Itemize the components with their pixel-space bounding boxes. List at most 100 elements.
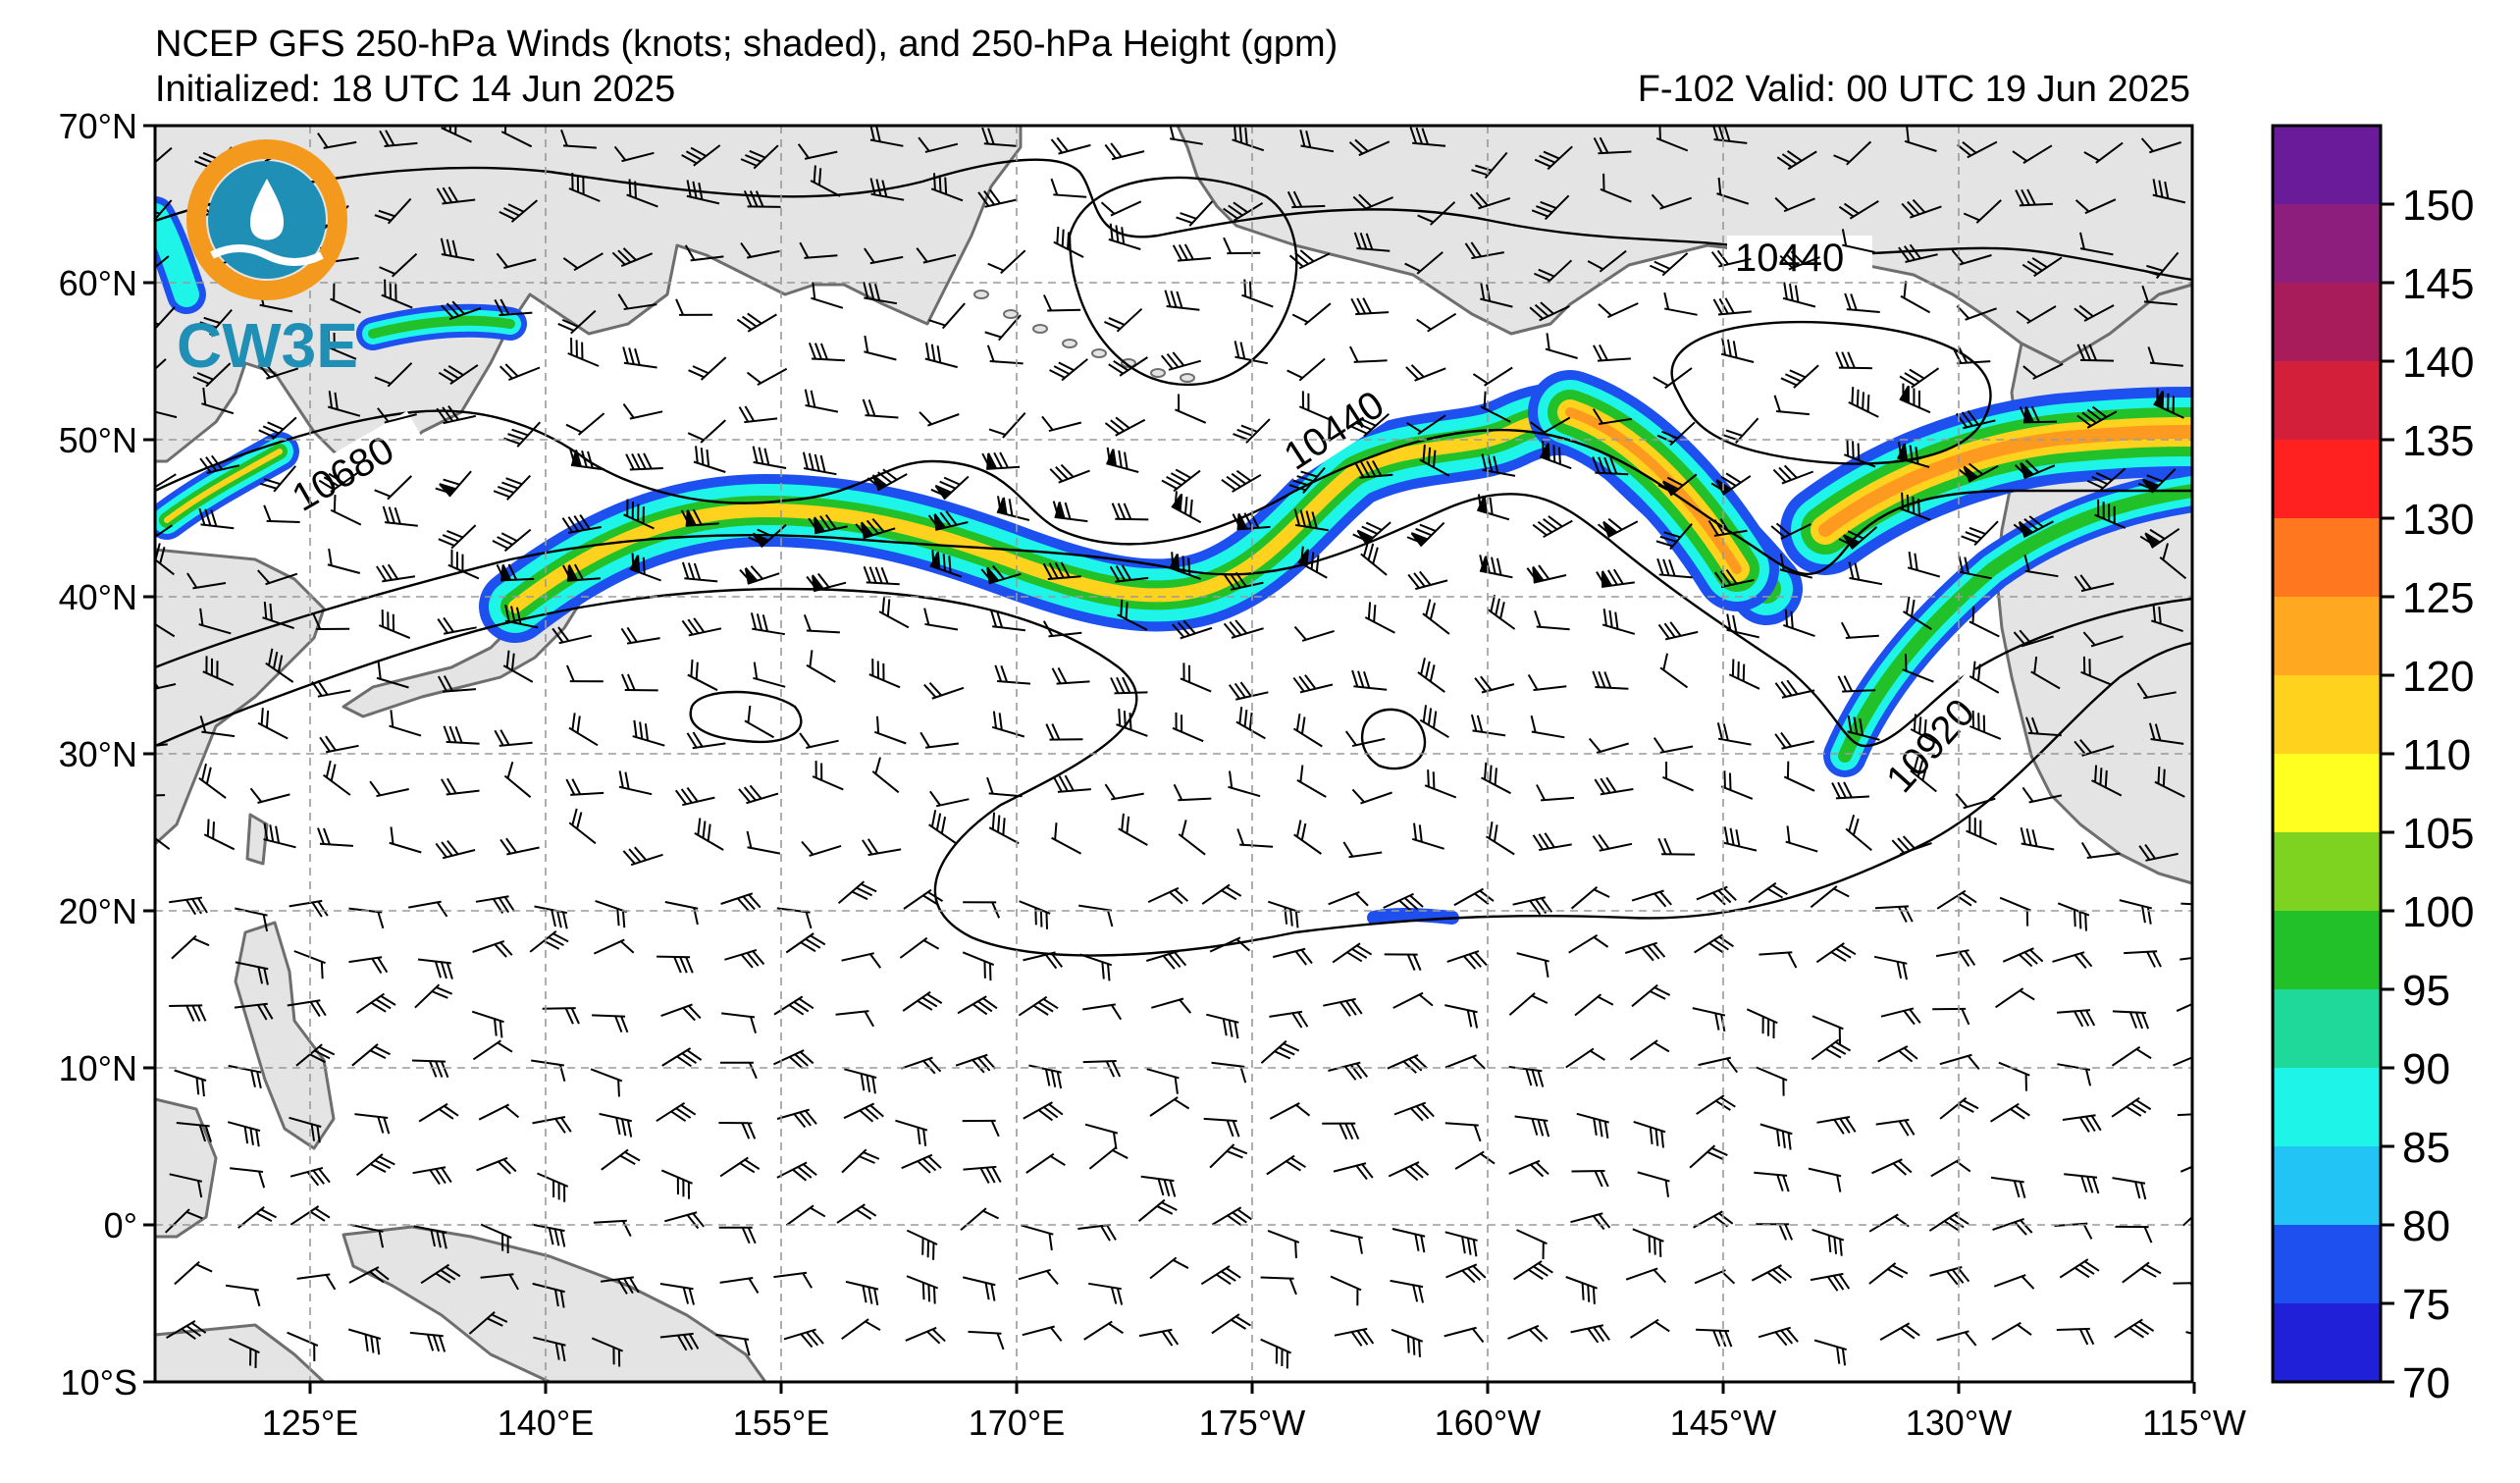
wind-barb: [1774, 679, 1815, 699]
wind-barb: [2094, 499, 2126, 529]
wind-barb: [287, 999, 327, 1018]
wind-barb: [1161, 468, 1201, 493]
colorbar-label: 95: [2402, 967, 2450, 1015]
wind-barb: [1936, 1330, 1977, 1347]
wind-barb: [1201, 883, 1242, 905]
wind-barb: [565, 412, 605, 436]
wind-barb: [1536, 784, 1575, 802]
wind-barb: [1267, 1229, 1300, 1258]
wind-barb: [1323, 997, 1363, 1017]
wind-barb: [319, 735, 359, 754]
wind-barb: [1406, 521, 1445, 548]
wind-barb: [1651, 193, 1693, 210]
wind-barb: [2179, 1157, 2192, 1173]
wind-barb: [1935, 949, 1976, 968]
wind-barb: [1939, 1096, 1979, 1120]
wind-barb: [1206, 1013, 1239, 1039]
wind-barb: [1593, 136, 1632, 155]
wind-barb: [295, 1043, 336, 1067]
wind-barb: [1260, 1039, 1300, 1064]
contour-label-bg: [279, 410, 429, 522]
wind-barb: [930, 475, 970, 501]
wind-barb: [2122, 1261, 2162, 1284]
wind-barb: [1655, 523, 1693, 551]
wind-barb: [1716, 722, 1752, 746]
wind-barb: [1815, 942, 1857, 964]
colorbar-swatch: [2273, 911, 2381, 990]
wind-barb: [2151, 605, 2183, 633]
wind-barb: [783, 1328, 824, 1349]
wind-barb: [531, 1223, 566, 1247]
wind-barb: [1149, 1096, 1190, 1117]
wind-barb: [504, 605, 539, 629]
wind-barb: [981, 451, 1021, 470]
wind-barb: [1772, 464, 1814, 485]
wind-barb: [378, 609, 411, 640]
wind-barb: [1171, 491, 1202, 524]
wind-barb: [229, 1338, 260, 1368]
wind-barb: [1845, 815, 1872, 852]
wind-barb: [1042, 620, 1082, 638]
wind-barb: [376, 662, 409, 689]
wind-barb: [1728, 659, 1760, 690]
wind-barb: [681, 561, 718, 583]
wind-barb: [1391, 1328, 1424, 1357]
wind-barb: [1530, 416, 1571, 436]
wind-barb: [1782, 282, 1816, 308]
wind-barb: [499, 837, 540, 856]
wind-barb: [1444, 1122, 1482, 1142]
wind-barb: [2020, 826, 2055, 851]
wind-barb: [494, 729, 533, 747]
wind-barb: [1597, 517, 1639, 538]
wind-barb: [374, 362, 413, 388]
wind-barb: [235, 961, 269, 985]
wind-barb: [1871, 1158, 1913, 1176]
wind-barb: [503, 421, 542, 448]
wind-barb: [719, 1156, 761, 1178]
wind-barb: [1364, 602, 1395, 634]
wind-barb: [436, 405, 477, 425]
wind-barb: [1593, 344, 1631, 362]
wind-barb: [1422, 599, 1450, 635]
wind-barb: [718, 1226, 757, 1245]
wind-barb: [776, 1161, 817, 1182]
wind-barb: [841, 1318, 881, 1341]
wind-barb: [389, 826, 422, 854]
wind-barb: [681, 617, 722, 637]
wind-barb: [1352, 193, 1393, 212]
wind-barb: [1409, 127, 1446, 147]
wind-barb: [595, 899, 628, 928]
island: [973, 290, 989, 299]
colorbar-swatch: [2273, 1303, 2381, 1383]
wind-barb: [257, 569, 298, 586]
wind-barb: [1088, 1146, 1129, 1170]
wind-barb: [618, 770, 653, 796]
wind-barb: [174, 1260, 213, 1286]
colorbar-swatch: [2273, 832, 2381, 912]
colorbar-label: 70: [2402, 1359, 2450, 1407]
island: [1032, 324, 1048, 334]
wind-barb: [1299, 129, 1335, 153]
lon-label: 130°W: [1906, 1403, 2012, 1443]
land-borneo: [155, 1097, 218, 1239]
wind-barb: [1354, 460, 1393, 479]
wind-barb: [1565, 1047, 1605, 1069]
wind-barb: [2086, 467, 2126, 492]
wind-barb: [1899, 367, 1940, 389]
wind-barb: [202, 656, 235, 687]
wind-barb: [471, 1010, 504, 1038]
wind-barb: [590, 1068, 623, 1097]
wind-barb: [1570, 1212, 1611, 1231]
wind-barb: [1390, 1279, 1424, 1303]
wind-barb: [1659, 653, 1689, 689]
wind-barb: [500, 126, 533, 148]
island: [1062, 339, 1077, 348]
wind-barb: [1873, 955, 1908, 980]
wind-barb: [441, 300, 482, 321]
wind-barb: [1084, 1123, 1119, 1149]
cw3e-logo: CW3E: [177, 139, 358, 381]
wind-barb: [369, 780, 409, 798]
wind-barb: [1292, 714, 1323, 748]
map-title: NCEP GFS 250-hPa Winds (knots; shaded), …: [155, 24, 1339, 65]
colorbar-label: 85: [2402, 1124, 2450, 1172]
